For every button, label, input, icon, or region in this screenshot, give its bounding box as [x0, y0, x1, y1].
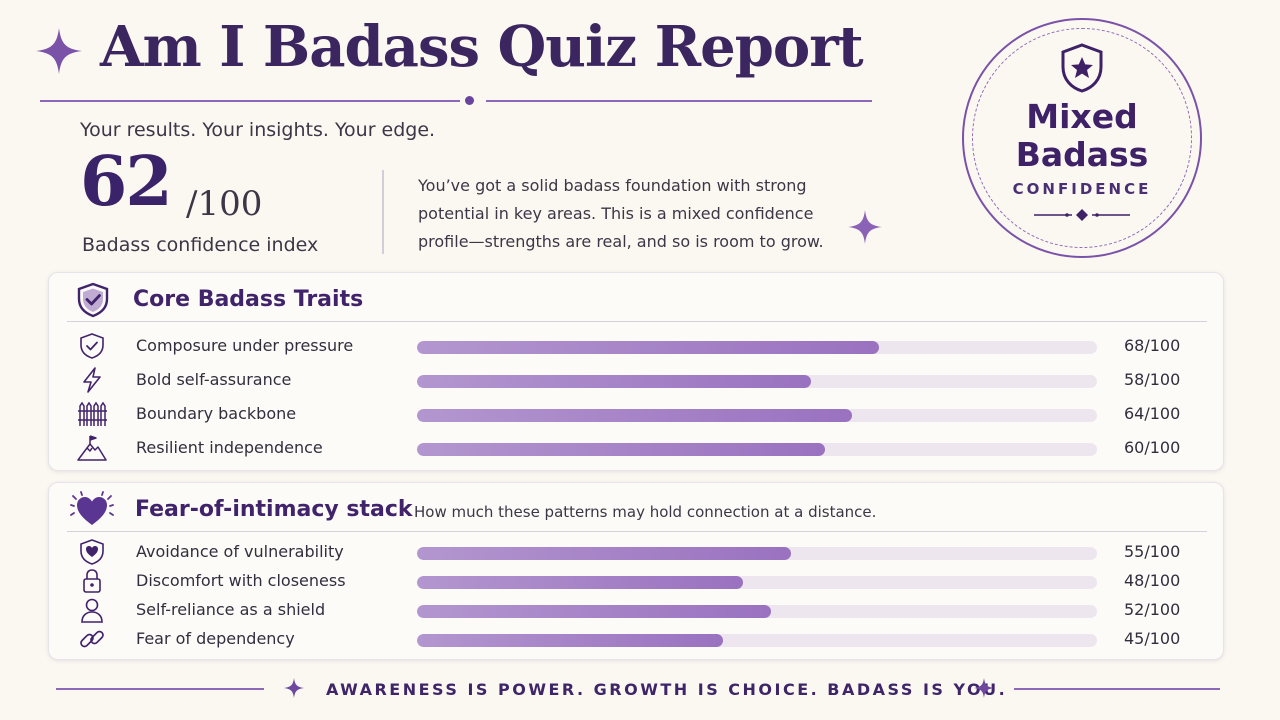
footer-rule	[56, 688, 264, 690]
title-rule-dot	[465, 96, 474, 105]
trait-row: Self-reliance as a shield 52/100	[49, 595, 1225, 625]
badge-ring	[962, 18, 1202, 258]
trait-score: 45/100	[1124, 629, 1181, 648]
trait-row: Discomfort with closeness 48/100	[49, 566, 1225, 596]
trait-row: Avoidance of vulnerability 55/100	[49, 537, 1225, 567]
score-bar-track	[417, 634, 1097, 647]
trait-score: 68/100	[1124, 336, 1181, 355]
score-bar-track	[417, 443, 1097, 456]
title-rule	[40, 100, 460, 102]
score-bar-fill	[417, 341, 880, 354]
sparkle-icon	[974, 678, 994, 698]
trait-row: Composure under pressure 68/100	[49, 331, 1225, 361]
intimacy-stack-card: Fear-of-intimacy stack How much these pa…	[48, 482, 1224, 660]
fence-icon	[78, 401, 107, 426]
card-divider	[67, 321, 1207, 322]
footer-rule	[1014, 688, 1220, 690]
trait-score: 60/100	[1124, 438, 1181, 457]
link-icon	[80, 630, 104, 648]
shield-check-icon	[77, 282, 109, 318]
core-traits-card: Core Badass Traits Composure under press…	[48, 272, 1224, 471]
trait-label: Fear of dependency	[136, 629, 295, 648]
mountain-flag-icon	[77, 435, 107, 461]
badge-caption: CONFIDENCE	[1012, 180, 1152, 198]
sparkle-icon	[36, 28, 82, 74]
badge-ornament	[1034, 209, 1130, 221]
score-summary: You’ve got a solid badass foundation wit…	[418, 176, 824, 251]
lock-icon	[83, 569, 101, 593]
score-bar-fill	[417, 547, 791, 560]
score-bar-fill	[417, 634, 723, 647]
trait-label: Avoidance of vulnerability	[136, 542, 344, 561]
page-title: Am I Badass Quiz Report	[100, 14, 864, 80]
score-max: /100	[186, 184, 263, 224]
card-divider	[67, 531, 1207, 532]
trait-label: Composure under pressure	[136, 336, 354, 355]
shield-check-icon	[80, 333, 104, 359]
score-bar-track	[417, 341, 1097, 354]
heart-icon	[70, 491, 114, 525]
score-bar-track	[417, 547, 1097, 560]
score-bar-track	[417, 409, 1097, 422]
score-divider	[382, 170, 384, 254]
score-bar-fill	[417, 443, 825, 456]
trait-label: Self-reliance as a shield	[136, 600, 326, 619]
shield-heart-icon	[80, 539, 104, 565]
trait-score: 58/100	[1124, 370, 1181, 389]
intimacy-stack-note: How much these patterns may hold connect…	[414, 503, 877, 521]
trait-score: 52/100	[1124, 600, 1181, 619]
intimacy-stack-title: Fear-of-intimacy stack	[135, 497, 413, 522]
score-bar-track	[417, 576, 1097, 589]
score-bar-track	[417, 605, 1097, 618]
trait-score: 48/100	[1124, 571, 1181, 590]
trait-label: Discomfort with closeness	[136, 571, 346, 590]
trait-label: Resilient independence	[136, 438, 323, 457]
sparkle-icon	[848, 210, 882, 244]
person-icon	[81, 598, 103, 623]
trait-label: Bold self-assurance	[136, 370, 292, 389]
score-bar-fill	[417, 605, 771, 618]
score-bar-fill	[417, 409, 853, 422]
trait-row: Boundary backbone 64/100	[49, 399, 1225, 429]
shield-star-icon	[1061, 43, 1103, 93]
score-value: 62	[80, 142, 173, 222]
badge-title-line1: Mixed	[1026, 97, 1138, 136]
core-traits-title: Core Badass Traits	[133, 287, 364, 312]
badge-title-line2: Badass	[1015, 135, 1149, 174]
trait-score: 64/100	[1124, 404, 1181, 423]
score-bar-fill	[417, 576, 744, 589]
title-rule	[486, 100, 872, 102]
trait-row: Fear of dependency 45/100	[49, 624, 1225, 654]
score-label: Badass confidence index	[82, 234, 319, 256]
trait-row: Resilient independence 60/100	[49, 433, 1225, 463]
trait-score: 55/100	[1124, 542, 1181, 561]
result-badge: Mixed Badass CONFIDENCE	[962, 18, 1202, 258]
sparkle-icon	[284, 678, 304, 698]
score-bar-fill	[417, 375, 812, 388]
badge-ring-dashed	[972, 28, 1192, 248]
trait-label: Boundary backbone	[136, 404, 297, 423]
trait-row: Bold self-assurance 58/100	[49, 365, 1225, 395]
score-bar-track	[417, 375, 1097, 388]
page-subtitle: Your results. Your insights. Your edge.	[80, 119, 436, 141]
lightning-icon	[83, 367, 101, 393]
footer-tagline: AWARENESS IS POWER. GROWTH IS CHOICE. BA…	[326, 680, 1008, 699]
